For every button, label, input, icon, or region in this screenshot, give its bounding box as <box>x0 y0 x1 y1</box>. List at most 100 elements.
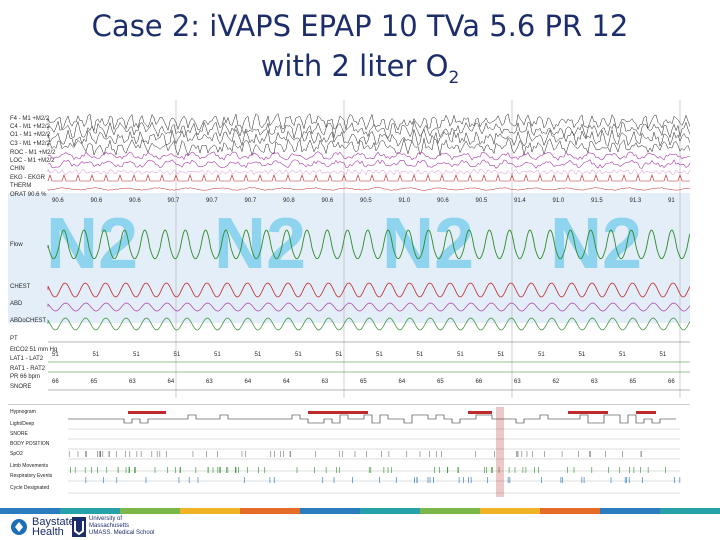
chin-trace <box>47 168 690 176</box>
pr-value: 63 <box>514 379 521 385</box>
channel-label-8: THERM <box>10 183 31 189</box>
respiratory-band <box>8 193 690 323</box>
spo2-value: 91.5 <box>591 198 603 204</box>
umass-logo: University of Massachusetts UMASS. Medic… <box>72 516 154 537</box>
sleep-stage-label-2: N2 <box>382 204 474 284</box>
eeg-trace-1 <box>47 120 690 139</box>
channel-label-12: ABD <box>10 301 23 307</box>
abd-trace <box>47 302 690 312</box>
channel-label-13: ABDoCHEST <box>10 318 46 324</box>
pr-value: 62 <box>553 379 560 385</box>
hypnogram-label-3: BODY POSITION <box>10 441 50 447</box>
channel-label-17: RAT1 - RAT2 <box>10 366 46 372</box>
etco2-value: 51 <box>619 352 626 358</box>
roc-trace <box>47 151 690 161</box>
spo2-value: 91.3 <box>630 198 642 204</box>
etco2-value: 51 <box>660 352 667 358</box>
pr-value: 66 <box>52 379 59 385</box>
channel-label-0: F4 - M1 +M2/2 <box>10 116 50 122</box>
rem-block-2 <box>468 411 492 414</box>
etco2-value: 51 <box>174 352 181 358</box>
ekg-trace <box>47 174 690 182</box>
etco2-value: 51 <box>417 352 424 358</box>
etco2-value: 51 <box>133 352 140 358</box>
sleep-stage-label-0: N2 <box>46 204 138 284</box>
psg-waveforms: F4 - M1 +M2/2 C4 - M1 +M2/2 O1 - M1 +M2/2 C… <box>8 100 690 398</box>
channel-label-19: SNORE <box>10 384 31 390</box>
pr-value: 65 <box>360 379 367 385</box>
spo2-value: 91.0 <box>553 198 565 204</box>
spo2-value: 90.6 <box>129 198 141 204</box>
hypnogram-label-7: Cycle Designated <box>10 485 49 491</box>
slide-header: Case 2: iVAPS EPAP 10 TVa 5.6 PR 12 with… <box>0 0 720 100</box>
channel-label-16: LAT1 - LAT2 <box>10 356 44 362</box>
eeg-trace-0 <box>47 112 690 132</box>
hypnogram-label-6: Respiratory Events <box>10 473 53 479</box>
channel-label-4: ROC - M1 +M2/2 <box>10 150 56 156</box>
channel-label-10: Flow <box>10 242 23 248</box>
spo2-value: 90.6 <box>91 198 103 204</box>
rem-block-4 <box>636 411 656 414</box>
channel-label-2: O1 - M1 +M2/2 <box>10 132 51 138</box>
therm-trace <box>47 187 690 191</box>
pr-value: 64 <box>283 379 290 385</box>
hypnogram-label-1: Light/Deep <box>10 421 34 427</box>
baystate-mark-icon <box>11 519 27 535</box>
channel-label-18: PR 66 bpm <box>10 374 40 380</box>
spo2-value: 91.4 <box>514 198 526 204</box>
sum-trace <box>47 317 690 331</box>
pr-value: 66 <box>476 379 483 385</box>
pr-value: 63 <box>129 379 136 385</box>
channel-label-15: EtCO2 51 mm Hg <box>10 347 57 353</box>
channel-label-9: ORAT 90.6 % <box>10 192 47 198</box>
hypnogram-panel: Hypnogram Light/Deep SNORE BODY POSITION SpO… <box>8 404 690 505</box>
chest-trace <box>47 282 690 298</box>
channel-label-6: CHIN <box>10 166 25 172</box>
hypnogram-chart: Hypnogram Light/Deep SNORE BODY POSITION SpO… <box>10 407 681 497</box>
umass-line1: University of <box>89 516 123 522</box>
flow-trace <box>47 229 690 260</box>
channel-label-7: EKG - EKGR <box>10 175 46 181</box>
spo2-value: 90.7 <box>206 198 218 204</box>
channel-label-14: PT <box>10 336 18 342</box>
psg-recording: F4 - M1 +M2/2 C4 - M1 +M2/2 O1 - M1 +M2/2 C… <box>8 100 690 398</box>
sleep-stage-label-1: N2 <box>214 204 306 284</box>
spo2-value: 90.5 <box>360 198 372 204</box>
spo2-value: 90.5 <box>476 198 488 204</box>
spo2-value: 90.7 <box>245 198 257 204</box>
spo2-value: 90.6 <box>437 198 449 204</box>
baystate-line1: Baystate <box>32 516 75 528</box>
pr-value: 64 <box>245 379 252 385</box>
etco2-value: 51 <box>579 352 586 358</box>
etco2-value: 51 <box>52 352 59 358</box>
pr-value: 65 <box>437 379 444 385</box>
pr-value: 65 <box>630 379 637 385</box>
spo2-value: 90.6 <box>52 198 64 204</box>
title-line-1: Case 2: iVAPS EPAP 10 TVa 5.6 PR 12 <box>91 9 629 43</box>
slide-title: Case 2: iVAPS EPAP 10 TVa 5.6 PR 12 with… <box>0 6 720 98</box>
channel-label-1: C4 - M1 +M2/2 <box>10 124 51 130</box>
spo2-value: 91.0 <box>399 198 411 204</box>
etco2-value: 51 <box>214 352 221 358</box>
rem-block-0 <box>128 411 166 414</box>
pr-value: 63 <box>591 379 598 385</box>
umass-line2: Massachusetts <box>89 523 130 529</box>
title-subscript: 2 <box>448 67 460 88</box>
hypnogram-label-0: Hypnogram <box>10 409 36 415</box>
pr-value: 65 <box>91 379 98 385</box>
channel-label-11: CHEST <box>10 284 31 290</box>
pr-value: 64 <box>399 379 406 385</box>
etco2-value: 51 <box>457 352 464 358</box>
slide-footer: Baystate Health University of Massachuse… <box>0 514 720 540</box>
hypnogram-label-5: Limb Movements <box>10 463 49 469</box>
pr-value: 64 <box>168 379 175 385</box>
etco2-value: 51 <box>498 352 505 358</box>
channel-label-5: LOC - M1 +M2/2 <box>10 158 55 164</box>
loc-trace <box>47 159 690 169</box>
etco2-value: 51 <box>336 352 343 358</box>
spo2-value: 91 <box>668 198 675 204</box>
spo2-value: 90.7 <box>168 198 180 204</box>
pr-value: 63 <box>322 379 329 385</box>
etco2-value: 51 <box>93 352 100 358</box>
baystate-logo: Baystate Health <box>10 516 75 538</box>
